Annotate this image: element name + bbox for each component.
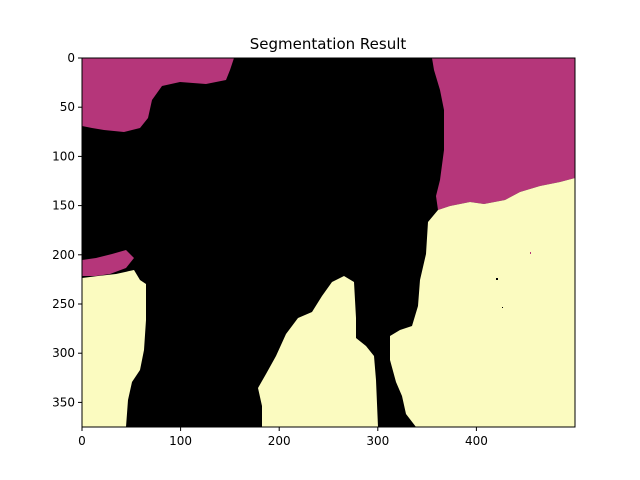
chart-title: Segmentation Result (250, 35, 407, 53)
x-axis: 0 100 200 300 400 (78, 427, 488, 448)
y-tick-label: 0 (67, 51, 75, 65)
x-tick-label: 300 (366, 434, 389, 448)
axes-frame (81, 57, 576, 428)
class-region-magenta-left-strip (82, 250, 134, 276)
x-tick-label: 0 (78, 434, 86, 448)
x-tick-label: 400 (465, 434, 488, 448)
speck-3 (530, 252, 531, 254)
class-region-cream-right (390, 178, 575, 427)
class-region-magenta-top-right (432, 58, 575, 210)
speck-1 (496, 278, 498, 280)
y-axis: 0 50 100 150 200 250 300 350 (52, 51, 82, 409)
y-tick-label: 350 (52, 395, 75, 409)
y-tick-label: 250 (52, 297, 75, 311)
y-tick-label: 100 (52, 149, 75, 163)
class-region-cream-left (82, 270, 146, 427)
speck-2 (502, 307, 503, 308)
y-tick-label: 300 (52, 346, 75, 360)
y-tick-label: 200 (52, 248, 75, 262)
x-tick-label: 200 (268, 434, 291, 448)
class-region-magenta-top-left (82, 58, 234, 132)
y-tick-label: 50 (60, 100, 75, 114)
y-tick-label: 150 (52, 199, 75, 213)
x-tick-label: 100 (169, 434, 192, 448)
class-region-cream-middle (258, 276, 378, 427)
segmentation-image (81, 57, 576, 428)
